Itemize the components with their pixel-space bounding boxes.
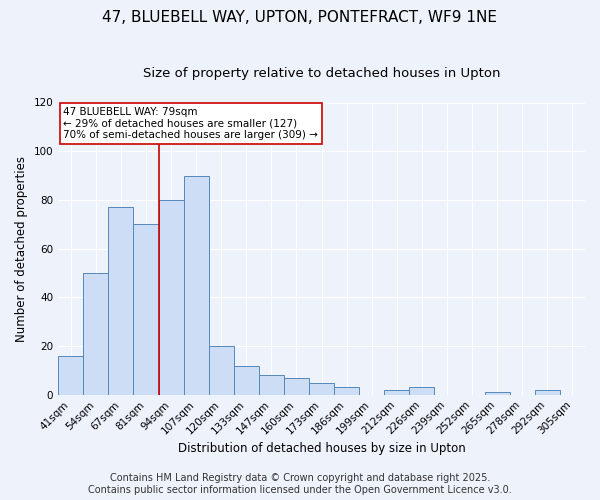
Bar xyxy=(234,366,259,394)
Bar xyxy=(334,388,359,394)
Bar xyxy=(58,356,83,395)
Bar xyxy=(209,346,234,395)
Bar xyxy=(158,200,184,394)
Text: Contains HM Land Registry data © Crown copyright and database right 2025.
Contai: Contains HM Land Registry data © Crown c… xyxy=(88,474,512,495)
Bar xyxy=(83,273,109,394)
Bar xyxy=(259,375,284,394)
X-axis label: Distribution of detached houses by size in Upton: Distribution of detached houses by size … xyxy=(178,442,466,455)
Y-axis label: Number of detached properties: Number of detached properties xyxy=(15,156,28,342)
Title: Size of property relative to detached houses in Upton: Size of property relative to detached ho… xyxy=(143,68,500,80)
Bar xyxy=(385,390,409,394)
Bar xyxy=(284,378,309,394)
Bar xyxy=(133,224,158,394)
Bar xyxy=(309,382,334,394)
Text: 47 BLUEBELL WAY: 79sqm
← 29% of detached houses are smaller (127)
70% of semi-de: 47 BLUEBELL WAY: 79sqm ← 29% of detached… xyxy=(64,107,319,140)
Bar xyxy=(184,176,209,394)
Bar xyxy=(109,207,133,394)
Bar xyxy=(485,392,510,394)
Bar xyxy=(535,390,560,394)
Bar xyxy=(409,388,434,394)
Text: 47, BLUEBELL WAY, UPTON, PONTEFRACT, WF9 1NE: 47, BLUEBELL WAY, UPTON, PONTEFRACT, WF9… xyxy=(103,10,497,25)
